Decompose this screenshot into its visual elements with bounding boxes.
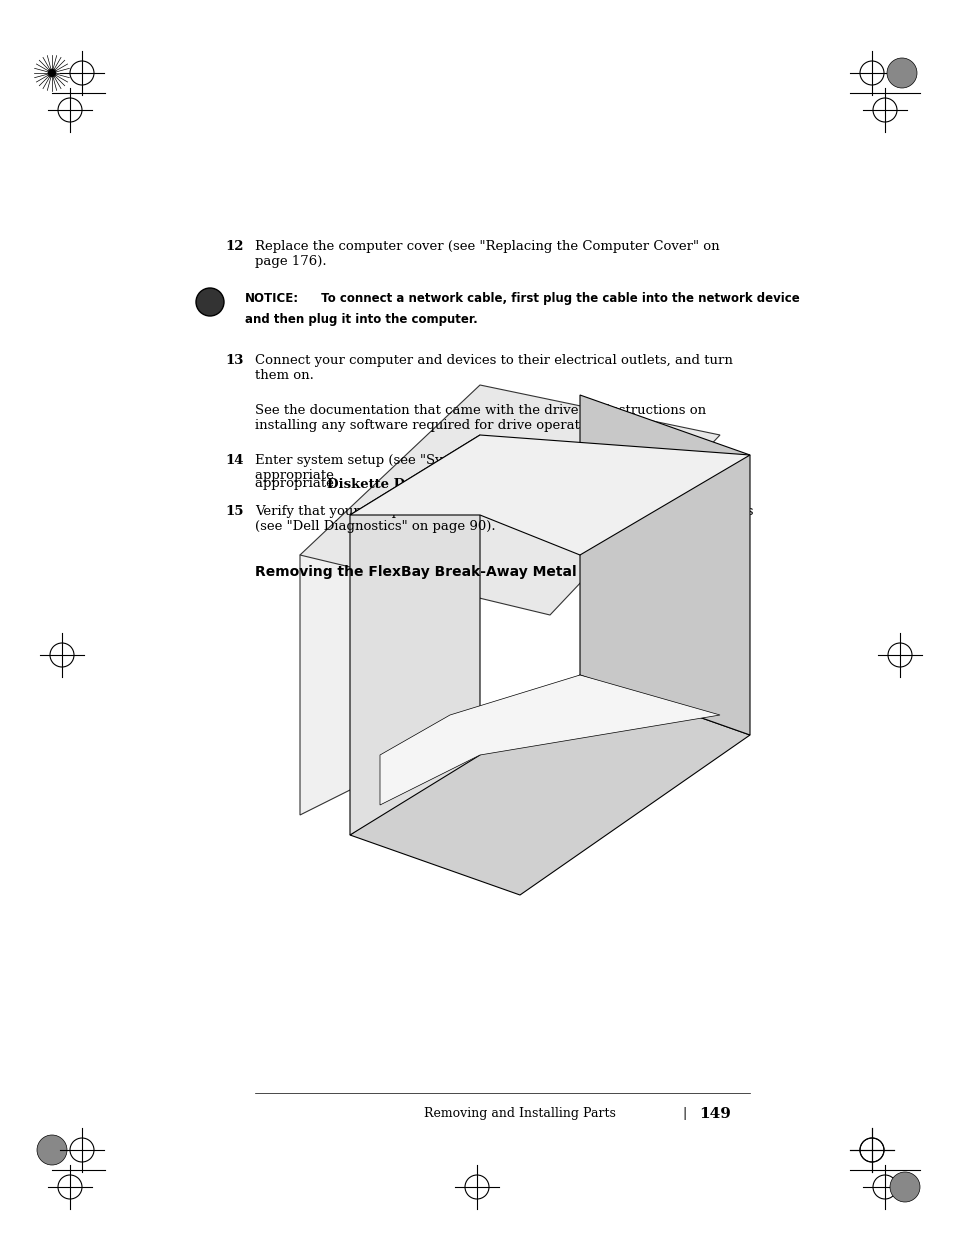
Text: Enter system setup (see "System Setup" on page 187) and select the
appropriate: Enter system setup (see "System Setup" o… [254,454,714,482]
Text: Removing and Installing Parts: Removing and Installing Parts [424,1107,616,1120]
Text: 12: 12 [225,240,243,253]
Text: Replace the computer cover (see "Replacing the Computer Cover" on
page 176).: Replace the computer cover (see "Replaci… [254,240,719,268]
Text: option.: option. [419,478,470,490]
Text: 15: 15 [225,505,243,517]
Text: Verify that your computer works correctly by running the Dell Diagnostics
(see ": Verify that your computer works correctl… [254,505,753,534]
Polygon shape [350,435,749,555]
Polygon shape [299,495,419,815]
Polygon shape [299,385,720,615]
Text: To connect a network cable, first plug the cable into the network device: To connect a network cable, first plug t… [316,291,799,305]
Text: 149: 149 [699,1107,730,1121]
Text: NOTICE:: NOTICE: [245,291,299,305]
Circle shape [195,288,224,316]
Text: See the documentation that came with the drive for instructions on
installing an: See the documentation that came with the… [254,404,705,432]
Polygon shape [579,395,749,735]
Circle shape [889,1172,919,1202]
Text: |: | [682,1107,686,1120]
Circle shape [886,58,916,88]
Text: Removing the FlexBay Break-Away Metal Plate: Removing the FlexBay Break-Away Metal Pl… [254,564,621,579]
Text: and then plug it into the computer.: and then plug it into the computer. [245,312,477,326]
Text: appropriate: appropriate [254,478,337,490]
Circle shape [48,69,56,77]
Text: 13: 13 [225,354,243,367]
Polygon shape [350,435,479,835]
Polygon shape [350,676,749,895]
Circle shape [37,1135,67,1165]
Text: Connect your computer and devices to their electrical outlets, and turn
them on.: Connect your computer and devices to the… [254,354,732,382]
Text: 14: 14 [225,454,243,467]
Text: Diskette Drive: Diskette Drive [327,478,433,490]
Polygon shape [379,676,720,805]
